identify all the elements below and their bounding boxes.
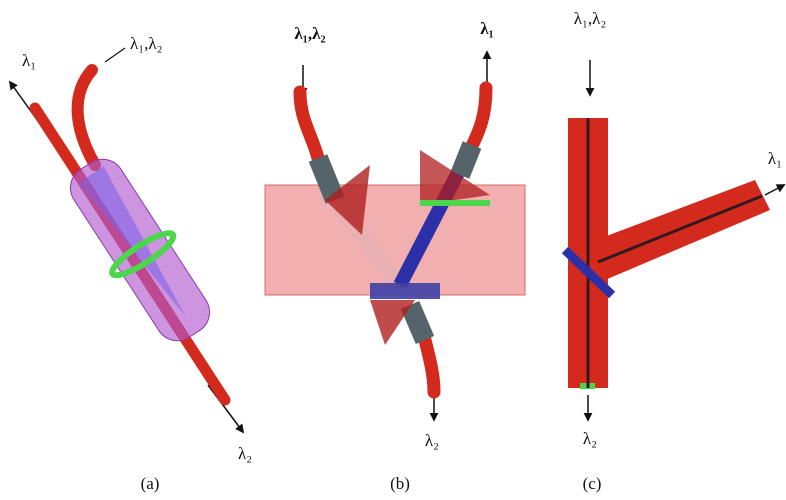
label: λ₁,λ₂ <box>294 24 325 43</box>
label: λ₁ <box>22 51 36 70</box>
core <box>598 196 762 262</box>
fiber <box>470 88 486 150</box>
label: λ₂ <box>583 429 597 448</box>
branch <box>596 180 770 280</box>
panel-c: λ₁,λ₂ λ₁ λ₂ (c) <box>565 9 784 493</box>
label: λ₁,λ₂ <box>574 9 607 28</box>
label: λ₁,λ₂ <box>130 34 163 53</box>
connector <box>460 145 472 175</box>
filter <box>420 200 490 206</box>
panel-b: λ₁,λ₂ λ₁ λ₂ (b) <box>265 19 525 493</box>
caption: (b) <box>390 474 410 493</box>
connector <box>410 305 425 340</box>
pointer <box>105 48 125 62</box>
caption: (a) <box>141 474 160 493</box>
figure: λ₁ λ₁,λ₂ λ₂ (a) λ₁,λ₂ λ₁ λ₂ (b) <box>0 0 786 500</box>
fiber <box>300 92 318 158</box>
label: λ₁ <box>480 19 493 38</box>
filter <box>370 283 440 299</box>
label: λ₂ <box>238 444 252 463</box>
fiber-bent <box>78 70 95 165</box>
label: λ₂ <box>425 431 439 450</box>
label: λ₁ <box>768 149 782 168</box>
arrow <box>765 185 784 195</box>
caption: (c) <box>583 474 602 493</box>
panel-a: λ₁ λ₁,λ₂ λ₂ (a) <box>10 34 252 493</box>
fiber <box>425 340 434 392</box>
